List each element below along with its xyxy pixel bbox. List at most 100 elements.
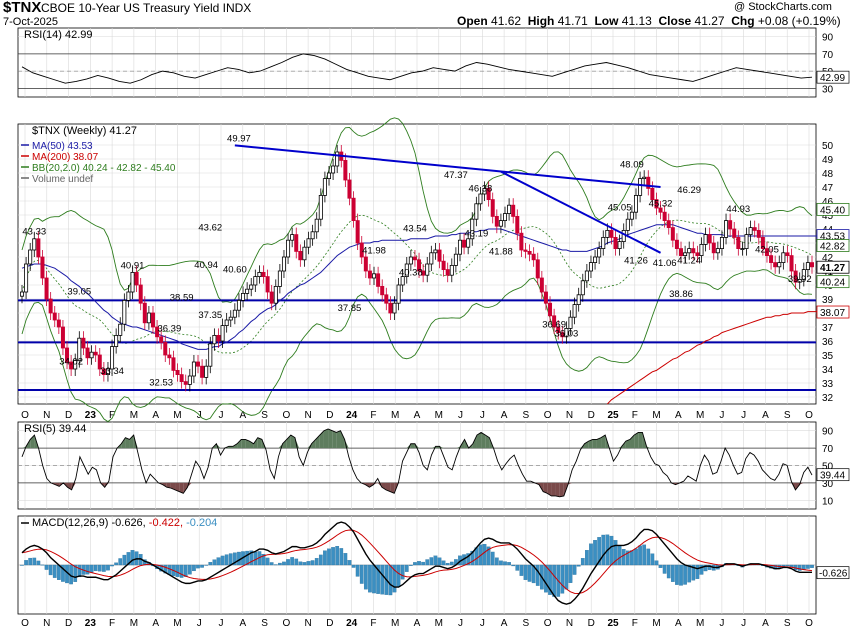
price-value-label: 33.34 [100,366,124,377]
macd-histogram-bar [413,562,417,566]
rsi-oversold-fill [377,482,382,488]
x-tick-label: M [435,618,443,629]
y-tick-label: 34 [822,365,834,376]
macd-histogram-bar [196,564,200,569]
price-value-label: 37.85 [338,303,362,314]
candle-body [171,357,176,371]
rsi-overbought-fill [476,432,482,449]
candle-body [552,315,557,328]
rsi-overbought-fill [290,435,295,449]
price-value-label: 46.29 [677,185,701,196]
macd-histogram-bar [339,548,344,566]
y-tick-label: 47 [822,183,834,194]
candle-body [449,264,454,276]
price-value-label: 40.94 [194,260,218,271]
macd-histogram-bar [433,555,438,566]
macd-histogram-bar [781,564,786,567]
candle-body [175,369,180,375]
x-tick-label: J [197,618,202,629]
macd-histogram-bar [355,564,360,577]
x-tick-label: S [261,410,268,421]
x-tick-label: 25 [607,618,619,629]
rsi-oversold-fill [183,482,188,494]
price-value-label: 38.59 [170,293,194,304]
right-value-text: 41.27 [820,263,845,274]
candle-body [601,236,606,249]
macd-histogram-bar [658,564,663,568]
price-value-label: 36.39 [157,324,181,335]
symbol: $TNX [3,0,42,16]
macd-histogram-bar [544,564,548,593]
macd-histogram-bar [670,564,675,582]
macd-histogram-bar [486,546,491,566]
x-tick-label: M [652,618,660,629]
rsi-overbought-fill [323,428,329,449]
candle-body [764,248,769,257]
candle-body [457,239,462,255]
candle-body [81,337,86,349]
legend-entry: BB(20,2.0) 40.24 - 42.82 - 45.40 [32,163,176,174]
rsi-overbought-fill [625,439,631,449]
price-value-label: 44.93 [726,204,750,215]
y-tick-label: 90 [822,33,834,44]
y-tick-label: 10 [822,496,834,507]
candle-body [200,365,205,378]
candle-body [732,228,737,238]
macd-histogram-bar [494,557,499,566]
macd-histogram-bar [580,558,585,566]
macd-histogram-bar [585,550,589,566]
price-value-label: 48.09 [620,160,644,171]
macd-histogram-bar [560,564,565,594]
trendline [500,170,662,254]
macd-histogram-bar [417,561,421,566]
y-tick-label: 70 [822,50,834,61]
candle-body [134,271,139,286]
y-tick-label: 30 [822,84,834,95]
macd-histogram-bar [245,550,249,566]
candle-body [351,197,356,221]
macd-histogram-bar [576,564,581,567]
macd-histogram-bar [249,550,254,566]
macd-histogram-bar [318,554,323,566]
macd-histogram-bar [48,564,53,576]
candle-body [503,213,508,222]
candle-body [155,326,160,338]
candle-body [380,285,385,296]
macd-histogram-bar [110,564,114,567]
x-tick-label: A [501,410,508,421]
y-tick-label: 39 [822,295,834,306]
rsi-oversold-fill [179,482,184,494]
rsi-oversold-fill [799,482,804,485]
price-value-label: 40.38 [399,268,423,279]
macd-histogram-bar [810,564,814,568]
right-value-badge [816,275,850,289]
candle-body [32,238,37,251]
candle-body [441,260,446,271]
candle-body [793,270,798,283]
candle-body [179,374,184,383]
macd-histogram-bar [232,552,237,566]
candle-body [425,263,430,276]
candle-body [511,204,516,217]
rsi-overbought-fill [414,443,420,449]
macd-histogram-bar [421,561,425,566]
right-value-badge [816,239,850,252]
x-tick-label: O [21,410,29,421]
x-tick-label: J [219,618,224,629]
macd-histogram-bar [106,564,110,571]
candle-body [376,273,381,287]
candle-body [89,351,94,359]
y-tick-label: 35 [822,351,834,362]
candle-body [347,179,352,199]
candle-body [388,302,393,314]
candle-body [789,255,794,272]
macd-histogram-bar [298,561,303,566]
trendline [234,144,661,188]
macd-histogram-bar [654,560,659,566]
right-value-text: 42.82 [820,242,845,253]
rsi-overbought-fill [257,437,262,449]
candle-body [662,211,667,221]
x-tick-label: D [326,618,333,629]
candle-body [241,292,246,301]
